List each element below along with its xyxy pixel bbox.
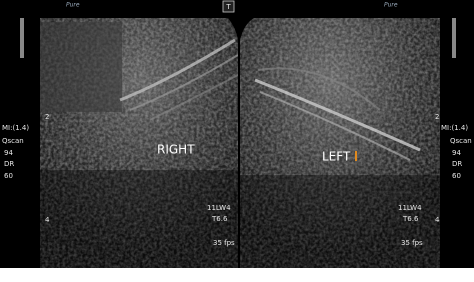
qscan-value: 94 <box>452 149 461 157</box>
side-label: LEFT <box>322 150 351 164</box>
probe: 11LW4 <box>207 204 231 212</box>
qscan-value: 94 <box>4 149 13 157</box>
gray-bar <box>452 18 456 58</box>
mi: MI:(1.4) <box>441 124 468 132</box>
left-scan <box>40 18 238 268</box>
frame-rate: 35 fps <box>401 239 423 247</box>
depth-mark: 2 <box>435 113 439 121</box>
right-scan <box>240 18 440 268</box>
dr-label: DR <box>452 160 462 168</box>
marker-box <box>222 0 235 13</box>
depth-mark: 4 <box>435 216 440 224</box>
logo: Pure <box>384 2 398 9</box>
mi: MI:(1.4) <box>2 124 29 132</box>
probe: 11LW4 <box>398 204 422 212</box>
preset: T6.6 <box>211 215 228 223</box>
frame-rate: 35 fps <box>213 239 235 247</box>
depth-mark: 2 <box>45 113 49 121</box>
logo: Pure <box>66 2 80 9</box>
dr-value: 60 <box>4 172 13 180</box>
marker: T <box>225 3 231 11</box>
cursor <box>355 151 357 161</box>
depth-mark: 4 <box>45 216 50 224</box>
qscan-label: Qscan <box>450 137 472 145</box>
dr-value: 60 <box>452 172 461 180</box>
dr-label: DR <box>4 160 14 168</box>
side-label: RIGHT <box>157 143 195 157</box>
preset: T6.6 <box>402 215 419 223</box>
gray-bar <box>20 18 24 58</box>
qscan-label: Qscan <box>2 137 24 145</box>
